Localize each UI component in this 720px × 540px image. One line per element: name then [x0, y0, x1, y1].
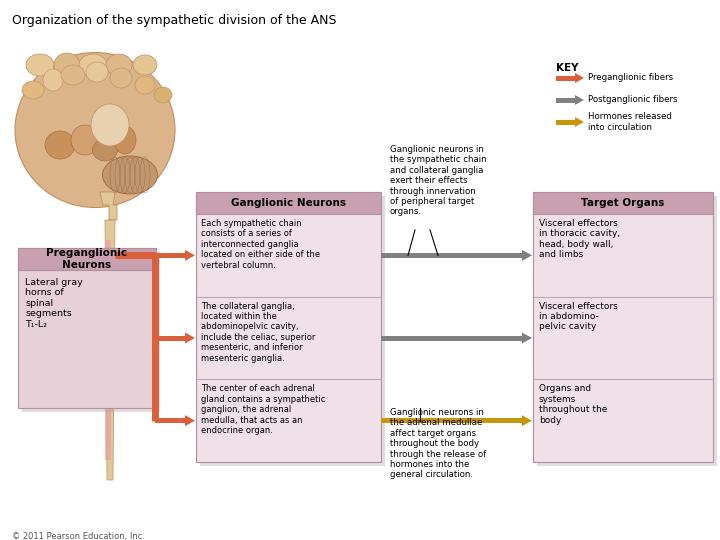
FancyBboxPatch shape: [196, 192, 381, 462]
Ellipse shape: [86, 62, 108, 82]
Polygon shape: [100, 192, 117, 220]
Ellipse shape: [71, 125, 99, 155]
Polygon shape: [155, 418, 185, 423]
Polygon shape: [105, 240, 111, 460]
Polygon shape: [381, 335, 522, 341]
Polygon shape: [537, 196, 717, 466]
Ellipse shape: [15, 52, 175, 207]
Text: Preganglionic
Neurons: Preganglionic Neurons: [46, 248, 127, 270]
Text: Visceral effectors
in abdomino-
pelvic cavity: Visceral effectors in abdomino- pelvic c…: [539, 302, 618, 332]
Polygon shape: [155, 335, 185, 341]
Polygon shape: [22, 252, 160, 412]
Text: Ganglionic neurons in
the adrenal medullae
affect target organs
throughout the b: Ganglionic neurons in the adrenal medull…: [390, 408, 486, 480]
Polygon shape: [575, 95, 584, 105]
Polygon shape: [155, 253, 185, 258]
Ellipse shape: [106, 54, 132, 76]
Ellipse shape: [26, 54, 54, 76]
Ellipse shape: [110, 68, 132, 88]
Ellipse shape: [22, 81, 44, 99]
Ellipse shape: [135, 76, 155, 94]
Polygon shape: [185, 333, 195, 343]
Polygon shape: [381, 418, 522, 423]
Polygon shape: [200, 196, 385, 466]
Text: Ganglionic Neurons: Ganglionic Neurons: [231, 198, 346, 208]
Polygon shape: [556, 98, 575, 103]
Text: © 2011 Pearson Education, Inc.: © 2011 Pearson Education, Inc.: [12, 532, 145, 540]
FancyBboxPatch shape: [18, 248, 156, 408]
Text: The center of each adrenal
gland contains a sympathetic
ganglion, the adrenal
me: The center of each adrenal gland contain…: [201, 384, 325, 435]
Polygon shape: [522, 415, 532, 426]
Polygon shape: [381, 253, 522, 258]
Text: Each sympathetic chain
consists of a series of
interconnected ganglia
located on: Each sympathetic chain consists of a ser…: [201, 219, 320, 269]
Text: Visceral effectors
in thoracic cavity,
head, body wall,
and limbs: Visceral effectors in thoracic cavity, h…: [539, 219, 620, 259]
Polygon shape: [575, 117, 584, 127]
Text: KEY: KEY: [556, 63, 578, 73]
Text: Ganglionic neurons in
the sympathetic chain
and collateral ganglia
exert their e: Ganglionic neurons in the sympathetic ch…: [390, 145, 487, 217]
Text: Target Organs: Target Organs: [581, 198, 665, 208]
Ellipse shape: [154, 87, 172, 103]
Polygon shape: [185, 415, 195, 426]
Text: Lateral gray
horns of
spinal
segments
T₁-L₂: Lateral gray horns of spinal segments T₁…: [25, 278, 83, 329]
Polygon shape: [575, 73, 584, 83]
Polygon shape: [522, 250, 532, 261]
Text: Preganglionic fibers: Preganglionic fibers: [588, 73, 673, 83]
Polygon shape: [556, 76, 575, 80]
FancyBboxPatch shape: [196, 192, 381, 214]
FancyBboxPatch shape: [533, 192, 713, 214]
Polygon shape: [522, 333, 532, 343]
Ellipse shape: [45, 131, 75, 159]
FancyBboxPatch shape: [18, 248, 156, 270]
Ellipse shape: [114, 126, 136, 154]
FancyBboxPatch shape: [533, 192, 713, 462]
Ellipse shape: [54, 53, 80, 77]
Text: Hormones released
into circulation: Hormones released into circulation: [588, 112, 672, 132]
Ellipse shape: [61, 65, 85, 85]
Ellipse shape: [102, 156, 158, 194]
Ellipse shape: [92, 139, 117, 161]
Text: Organs and
systems
throughout the
body: Organs and systems throughout the body: [539, 384, 608, 424]
Text: The collateral ganglia,
located within the
abdominopelvic cavity,
include the ce: The collateral ganglia, located within t…: [201, 302, 315, 363]
Polygon shape: [105, 220, 115, 480]
Ellipse shape: [79, 54, 107, 76]
Ellipse shape: [91, 104, 129, 146]
Text: Postganglionic fibers: Postganglionic fibers: [588, 96, 678, 105]
Text: Organization of the sympathetic division of the ANS: Organization of the sympathetic division…: [12, 14, 336, 27]
Ellipse shape: [133, 55, 157, 75]
Ellipse shape: [43, 69, 63, 91]
Polygon shape: [556, 119, 575, 125]
Polygon shape: [185, 250, 195, 261]
